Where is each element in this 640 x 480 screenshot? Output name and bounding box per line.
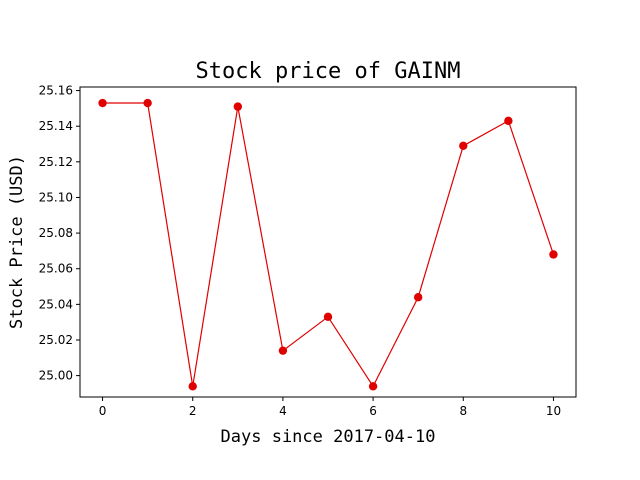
data-point: [413, 293, 423, 302]
data-point: [368, 382, 378, 391]
x-axis-label: Days since 2017-04-10: [221, 427, 436, 447]
data-point: [323, 312, 333, 322]
plot-frame: [79, 86, 577, 398]
data-point: [504, 116, 513, 126]
x-tick-label: 10: [546, 404, 561, 418]
data-point: [278, 346, 288, 355]
x-tick-label: 8: [459, 404, 467, 418]
plot-area: [98, 98, 558, 391]
data-point: [143, 98, 152, 108]
y-tick-label: 25.02: [39, 333, 73, 347]
y-tick-label: 25.06: [39, 262, 73, 276]
data-point: [188, 382, 197, 391]
chart-title: Stock price of GAINM: [196, 59, 461, 84]
data-point: [459, 141, 468, 150]
x-tick-label: 6: [369, 404, 377, 418]
x-axis: 0 2 4 6 8 10: [99, 397, 561, 418]
y-axis-label: Stock Price (USD): [7, 155, 27, 329]
x-tick-label: 2: [189, 404, 197, 418]
y-tick-label: 25.10: [39, 190, 73, 204]
y-tick-label: 25.04: [39, 297, 73, 311]
y-tick-label: 25.00: [39, 369, 73, 383]
y-tick-label: 25.08: [39, 226, 73, 240]
x-tick-label: 0: [99, 404, 107, 418]
y-tick-label: 25.12: [39, 155, 73, 169]
data-point: [549, 250, 558, 259]
y-tick-label: 25.16: [39, 84, 73, 98]
data-point: [98, 98, 107, 108]
x-tick-label: 4: [279, 404, 287, 418]
series-line: [102, 102, 555, 388]
y-tick-label: 25.14: [39, 119, 73, 133]
data-point: [233, 102, 243, 111]
y-axis: 25.00 25.02 25.04 25.06 25.08 25.10 25.12 25.14…: [39, 84, 80, 383]
